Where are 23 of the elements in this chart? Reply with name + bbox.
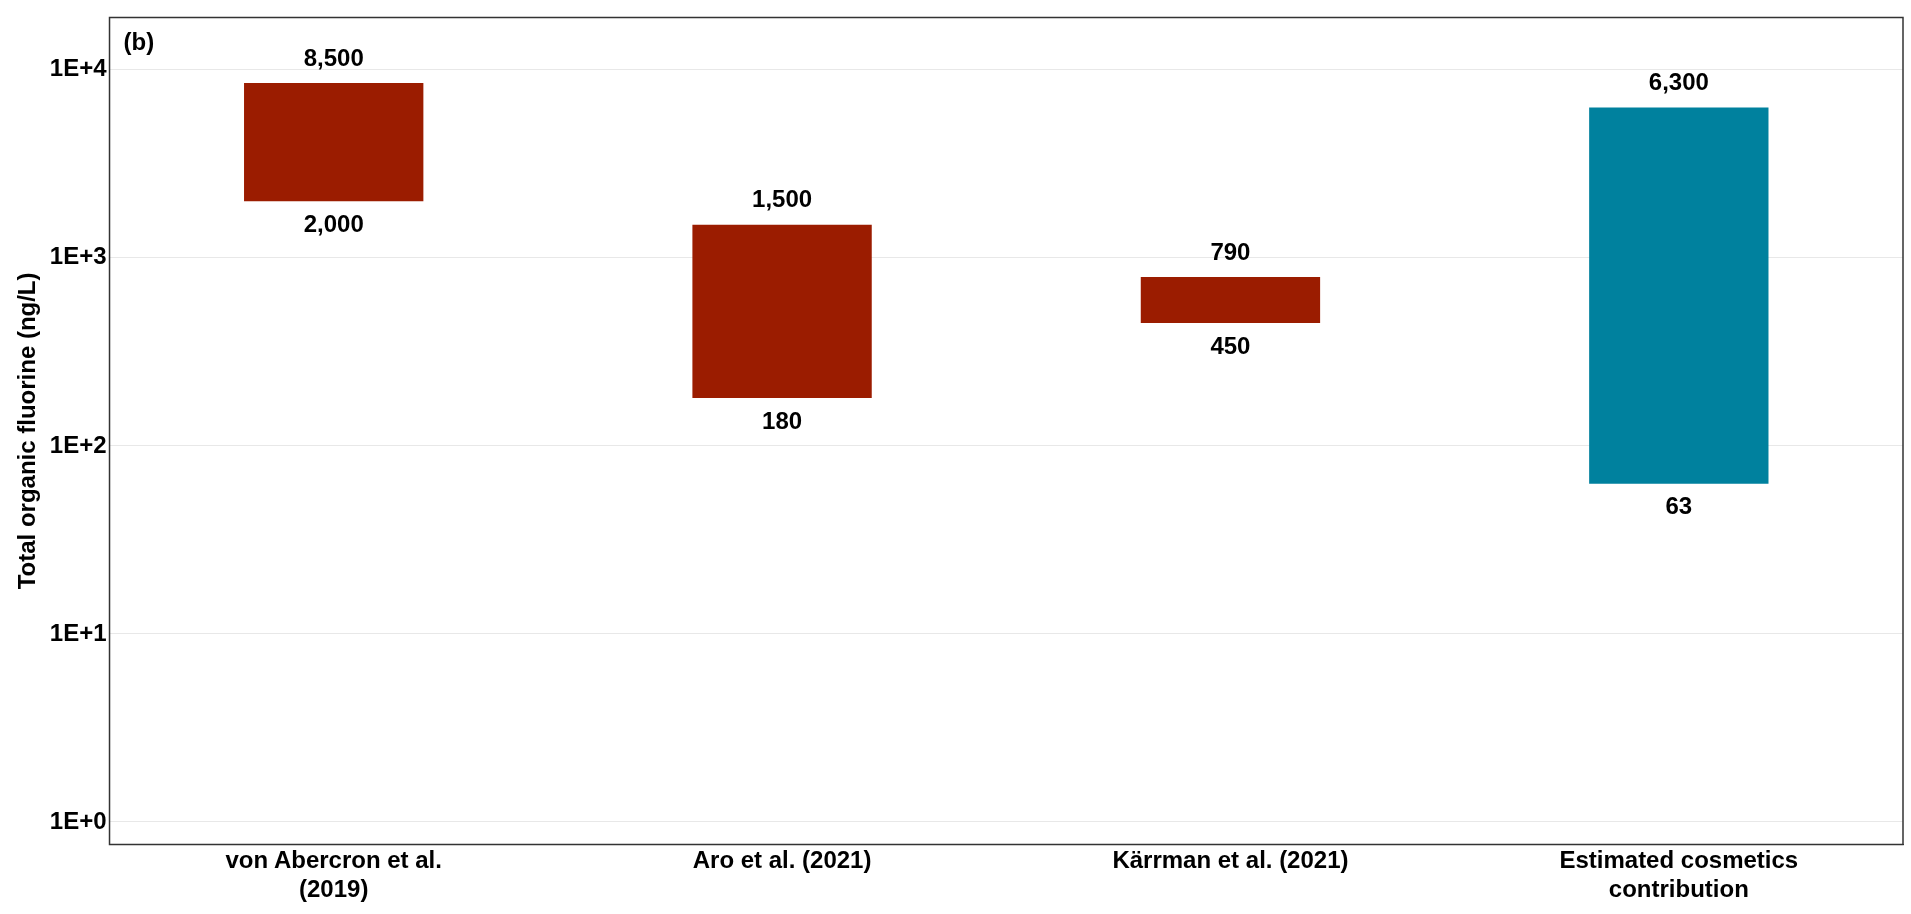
y-tick-label: 1E+1 [49, 618, 107, 646]
y-axis-title: Total organic fluorine (ng/L) [13, 272, 41, 590]
x-tick-label: Aro et al. (2021) [692, 846, 872, 874]
x-tick-label: Kärrman et al. (2021) [1112, 846, 1349, 874]
annotation: (b) [123, 28, 155, 56]
annotation: 180 [762, 406, 803, 434]
annotation: 6,300 [1648, 68, 1709, 96]
y-tick-label: 1E+3 [49, 242, 107, 270]
annotation: 2,000 [303, 209, 364, 237]
y-tick-label: 1E+4 [49, 54, 108, 82]
annotation: 8,500 [303, 43, 364, 71]
annotation: 1,500 [752, 185, 813, 213]
y-tick-label: 1E+2 [49, 430, 107, 458]
x-tick-label: Estimated cosmetics contribution [1559, 846, 1799, 903]
x-tick-label: von Abercron et al. (2019) [225, 846, 442, 903]
annotation: 63 [1665, 492, 1693, 520]
bar [1140, 277, 1321, 324]
bar [244, 83, 424, 202]
y-tick-label: 1E+0 [49, 806, 107, 834]
annotation: 790 [1210, 237, 1251, 265]
bar [692, 224, 872, 398]
bar [1589, 107, 1769, 484]
annotation: 450 [1210, 331, 1251, 359]
